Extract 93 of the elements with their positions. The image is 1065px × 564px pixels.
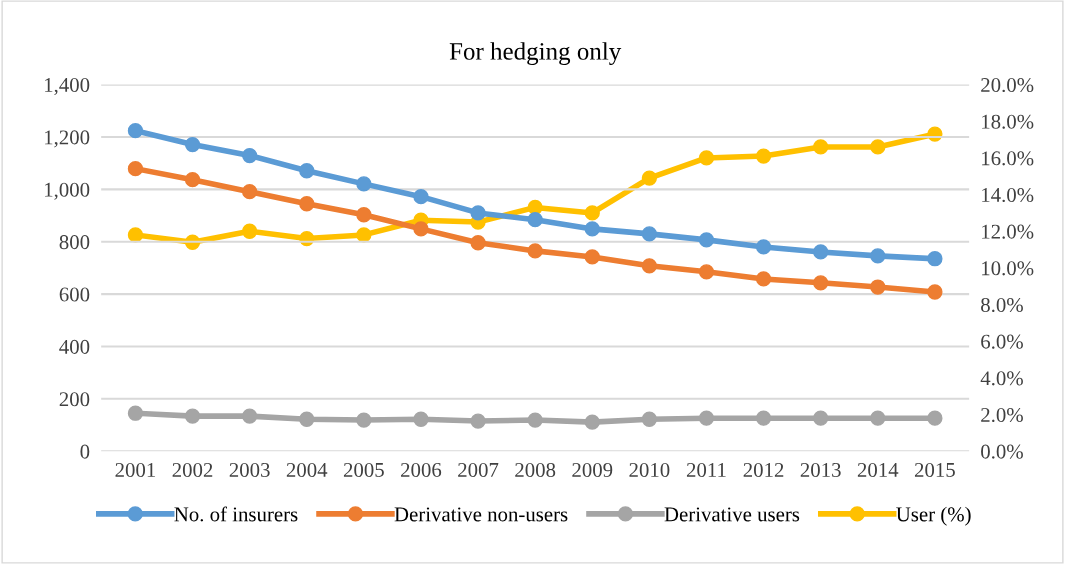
x-tick-label: 2007 bbox=[458, 462, 499, 477]
point bbox=[870, 279, 886, 295]
point bbox=[870, 410, 886, 426]
x-tick-label: 2011 bbox=[686, 462, 726, 477]
x-tick-label: 2012 bbox=[743, 462, 784, 477]
y-tick-label: 1,400 bbox=[45, 77, 90, 96]
y2-tick-label: 12.0% bbox=[982, 224, 1034, 239]
point bbox=[413, 189, 429, 205]
point bbox=[755, 271, 772, 287]
point bbox=[870, 139, 886, 155]
point bbox=[698, 150, 715, 166]
point bbox=[356, 176, 372, 192]
x-tick-label: 2005 bbox=[343, 462, 384, 477]
point bbox=[127, 227, 144, 243]
point bbox=[184, 172, 201, 188]
x-tick-label: 2004 bbox=[286, 462, 328, 477]
point bbox=[127, 405, 144, 421]
point bbox=[698, 264, 715, 280]
point bbox=[641, 411, 658, 427]
point bbox=[584, 414, 600, 430]
point bbox=[527, 243, 543, 259]
point bbox=[584, 249, 600, 265]
x-tick-label: 2009 bbox=[572, 462, 613, 477]
y2-tick-label: 8.0% bbox=[981, 297, 1023, 313]
point bbox=[127, 161, 144, 177]
y2-tick-label: 6.0% bbox=[981, 334, 1023, 349]
point bbox=[813, 410, 829, 426]
y2-tick-label: 14.0% bbox=[982, 187, 1034, 203]
point bbox=[127, 123, 144, 139]
point bbox=[927, 251, 943, 267]
point bbox=[356, 227, 372, 243]
y-tick-label: 800 bbox=[59, 235, 90, 250]
point bbox=[413, 221, 429, 237]
y-tick-label: 200 bbox=[59, 392, 90, 407]
y2-tick-label: 20.0% bbox=[981, 77, 1034, 93]
point bbox=[242, 184, 258, 200]
y2-tick-label: 18.0% bbox=[982, 114, 1034, 129]
point bbox=[299, 163, 315, 179]
legend-label: Derivative non-users bbox=[394, 507, 568, 522]
point bbox=[870, 248, 886, 264]
x-tick-label: 2013 bbox=[800, 462, 841, 477]
point bbox=[584, 205, 600, 221]
point bbox=[527, 212, 543, 228]
point bbox=[470, 235, 486, 251]
x-tick-label: 2008 bbox=[515, 462, 556, 477]
point bbox=[584, 221, 600, 237]
x-tick-label: 2015 bbox=[914, 462, 955, 477]
point bbox=[755, 410, 772, 426]
y-tick-label: 1,200 bbox=[45, 130, 90, 148]
point bbox=[299, 196, 315, 212]
x-tick-label: 2003 bbox=[229, 462, 270, 477]
point bbox=[242, 223, 258, 239]
y-tick-label: 0 bbox=[80, 444, 90, 459]
legend-label: No. of insurers bbox=[174, 506, 298, 522]
point bbox=[641, 170, 658, 186]
point bbox=[184, 408, 201, 424]
y2-tick-label: 10.0% bbox=[982, 261, 1034, 276]
point bbox=[813, 139, 829, 155]
point bbox=[698, 410, 715, 426]
point bbox=[755, 148, 772, 164]
point bbox=[698, 232, 715, 248]
point bbox=[356, 207, 372, 223]
chart-title: For hedging only bbox=[449, 42, 622, 65]
y2-tick-label: 0.0% bbox=[981, 444, 1023, 459]
point bbox=[413, 411, 429, 427]
point bbox=[184, 136, 201, 153]
point bbox=[242, 147, 258, 164]
x-tick-label: 2010 bbox=[629, 462, 670, 477]
point bbox=[813, 244, 829, 260]
point bbox=[927, 284, 943, 300]
legend-label: Derivative users bbox=[664, 507, 800, 522]
x-tick-label: 2002 bbox=[172, 462, 213, 477]
y-tick-label: 400 bbox=[59, 339, 90, 354]
point bbox=[813, 275, 829, 291]
point bbox=[242, 408, 258, 424]
point bbox=[755, 239, 772, 255]
point bbox=[470, 413, 486, 429]
point bbox=[641, 258, 658, 274]
legend-label: User (%) bbox=[896, 506, 971, 526]
point bbox=[927, 410, 943, 426]
point bbox=[356, 412, 372, 428]
y2-tick-label: 16.0% bbox=[982, 151, 1034, 166]
x-tick-label: 2001 bbox=[115, 462, 156, 477]
point bbox=[470, 205, 486, 221]
point bbox=[299, 411, 315, 427]
x-tick-label: 2014 bbox=[857, 462, 899, 477]
point bbox=[641, 226, 658, 242]
point bbox=[527, 412, 543, 428]
y2-tick-label: 2.0% bbox=[981, 407, 1023, 423]
y2-tick-label: 4.0% bbox=[980, 371, 1023, 386]
y-tick-label: 600 bbox=[59, 287, 90, 302]
y-tick-label: 1,000 bbox=[45, 182, 90, 200]
x-tick-label: 2006 bbox=[401, 462, 442, 477]
